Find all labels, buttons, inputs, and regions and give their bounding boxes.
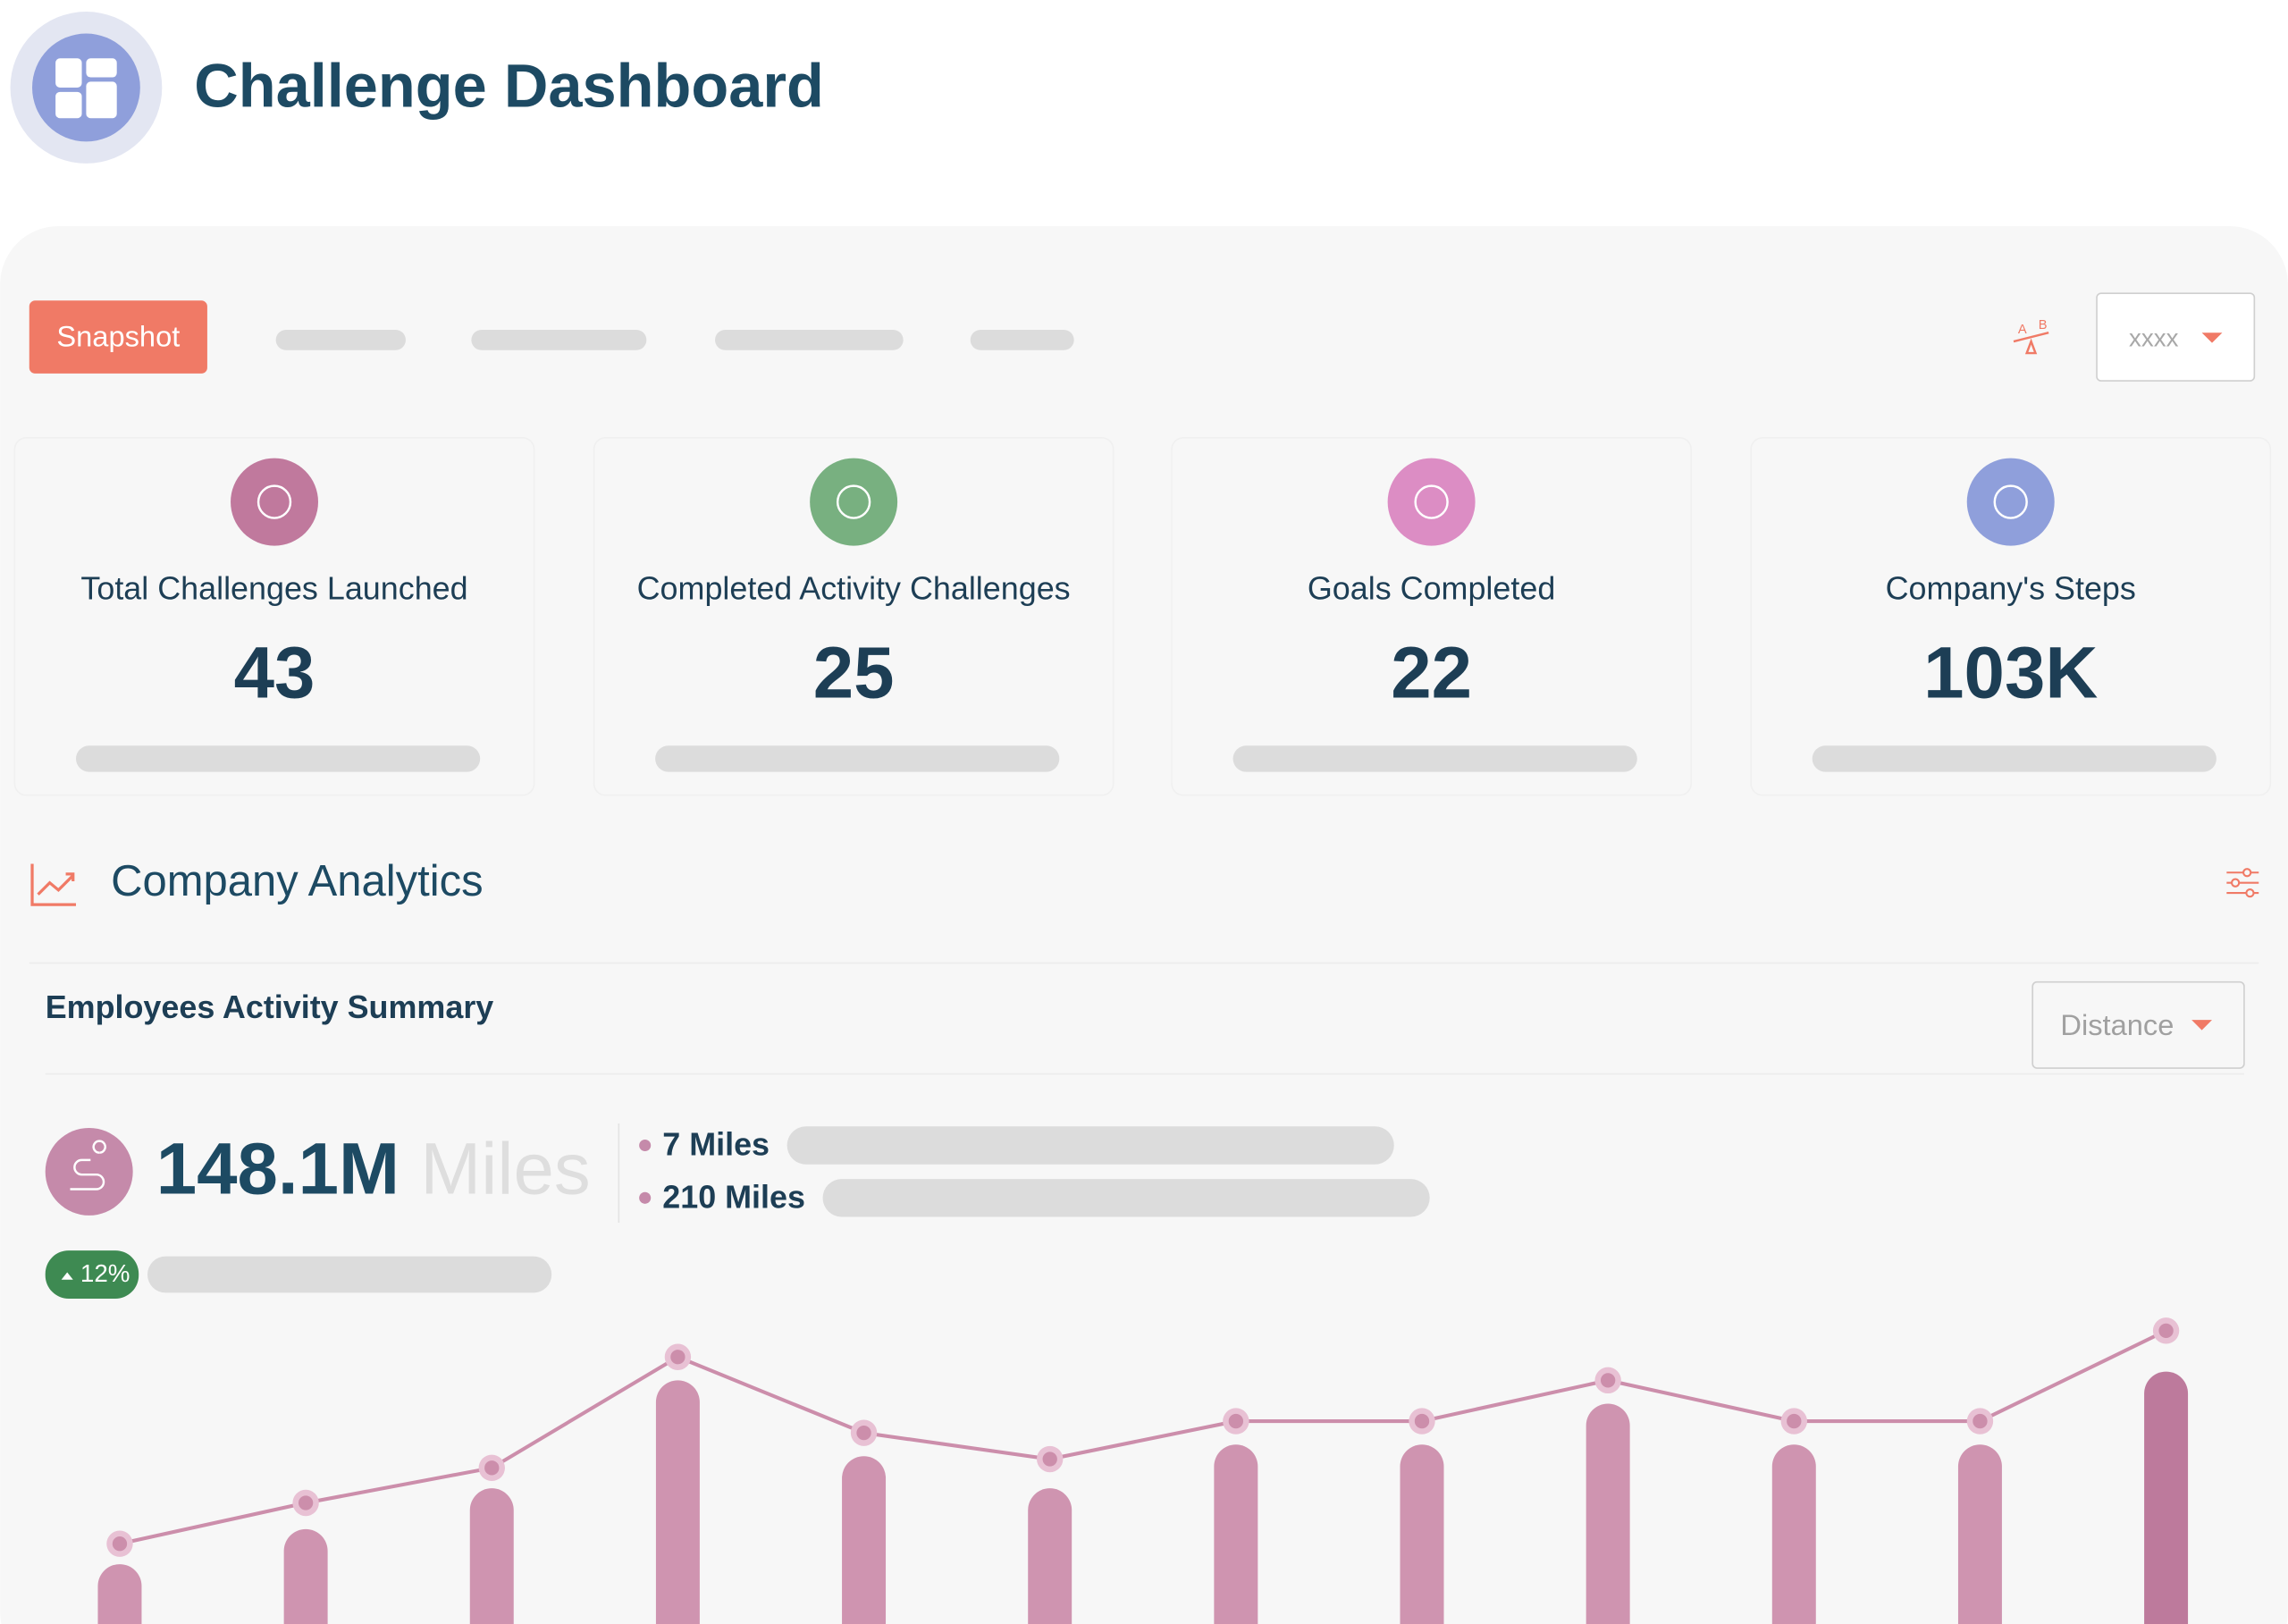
marker <box>112 1536 128 1552</box>
card-value: 43 <box>234 633 315 714</box>
dropdown-arrow <box>2191 1020 2213 1031</box>
compare-icon-b: B <box>2039 318 2048 332</box>
metric-dropdown[interactable] <box>2031 980 2245 1069</box>
tab-placeholders <box>275 329 1074 350</box>
marker <box>670 1350 686 1365</box>
legend-label: 210 Miles <box>662 1178 805 1215</box>
marker <box>1973 1413 1988 1429</box>
placeholder <box>75 745 481 772</box>
bar <box>283 1528 328 1624</box>
stat-cards: Total Challenges Launched 43 Completed Act… <box>13 436 2272 796</box>
card-icon-glyph <box>1414 484 1449 519</box>
card-icon-glyph <box>257 484 292 519</box>
marker <box>298 1495 314 1510</box>
up-arrow <box>61 1272 73 1280</box>
marker <box>1042 1452 1057 1467</box>
card-icon <box>810 458 898 546</box>
change-value: 12% <box>80 1259 130 1287</box>
card-icon <box>231 458 318 546</box>
marker <box>484 1460 500 1476</box>
bar <box>1214 1444 1258 1624</box>
filter-icon[interactable] <box>2226 868 2259 898</box>
card-label: Total Challenges Launched <box>80 570 467 607</box>
distance-icon-glyph <box>70 1140 106 1191</box>
legend: 7 Miles 210 Miles <box>639 1126 1430 1217</box>
bar <box>655 1380 700 1624</box>
distance-icon <box>45 1127 133 1216</box>
marker <box>1600 1373 1616 1388</box>
legend-dot <box>639 1140 652 1152</box>
compare-icon[interactable] <box>2013 332 2049 355</box>
total-unit: Miles <box>420 1129 590 1210</box>
line <box>119 1329 2167 1546</box>
card-value: 103K <box>1923 633 2098 714</box>
tab-label[interactable]: Snapshot <box>56 319 180 352</box>
legend-label: 7 Miles <box>662 1126 770 1163</box>
legend-dot <box>639 1191 652 1204</box>
stat-card <box>1750 436 2272 796</box>
placeholder <box>1812 745 2216 772</box>
panel <box>0 226 2288 1624</box>
placeholder <box>786 1126 1394 1165</box>
page-title: Challenge Dashboard <box>194 51 824 120</box>
bar <box>842 1456 887 1624</box>
stat-card <box>1171 436 1693 796</box>
bar <box>469 1488 514 1624</box>
bar <box>1586 1403 1630 1624</box>
bar <box>1028 1488 1072 1624</box>
card-icon-glyph <box>836 484 871 519</box>
bar <box>1771 1444 1816 1624</box>
card-icon <box>1966 458 2055 546</box>
marker <box>1414 1413 1430 1429</box>
analytics-icon <box>30 863 76 906</box>
compare-icon-a: A <box>2018 323 2027 337</box>
marker <box>2158 1323 2174 1339</box>
placeholder <box>1232 745 1637 772</box>
stat-card <box>593 436 1115 796</box>
card-value: 22 <box>1391 633 1472 714</box>
placeholder <box>147 1256 552 1293</box>
marker <box>1787 1413 1802 1429</box>
marker <box>856 1425 871 1441</box>
section-title: Company Analytics <box>111 857 483 905</box>
metric-dropdown-value: Distance <box>2060 1008 2174 1041</box>
stat-card <box>13 436 535 796</box>
placeholder <box>655 745 1060 772</box>
dropdown-arrow <box>2201 332 2223 343</box>
card-value: 25 <box>813 633 895 714</box>
placeholder <box>822 1179 1430 1217</box>
card-label: Goals Completed <box>1308 570 1555 607</box>
bar <box>2144 1371 2189 1624</box>
total-value: 148.1M <box>156 1129 400 1210</box>
subtitle: Employees Activity Summary <box>46 989 494 1025</box>
dropdown-value: xxxx <box>2129 324 2179 352</box>
chart <box>97 1317 2189 1624</box>
change-badge <box>45 1250 139 1299</box>
bar <box>97 1564 142 1624</box>
card-label: Completed Activity Challenges <box>637 570 1071 607</box>
tab-button[interactable] <box>29 300 207 374</box>
bar <box>1957 1444 2002 1624</box>
card-icon-glyph <box>1993 484 2028 519</box>
period-dropdown[interactable] <box>2096 292 2256 382</box>
marker <box>1228 1413 1244 1429</box>
card-label: Company's Steps <box>1886 570 2136 607</box>
card-icon <box>1387 458 1476 546</box>
logo-icon <box>55 58 117 119</box>
bar <box>1400 1444 1444 1624</box>
